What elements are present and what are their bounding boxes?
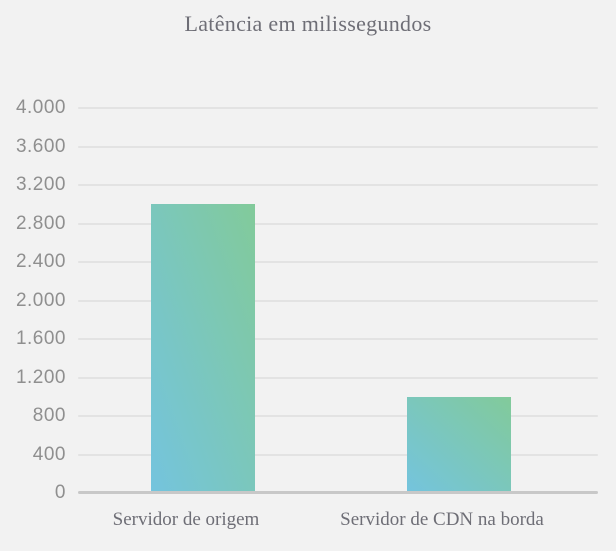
y-axis-tick-label: 2.400	[15, 251, 66, 272]
gridline	[78, 376, 598, 379]
x-axis-line	[78, 491, 598, 494]
y-axis-tick-label: 400	[32, 443, 66, 465]
bar-servidor-de-origem[interactable]	[151, 204, 255, 493]
y-axis-labels: 0 400 800 1.200 1.600 2.000 2.400 2.800 3.200 3.6…	[0, 97, 66, 503]
gridline	[78, 338, 598, 340]
y-axis-tick-label: 1.600	[15, 328, 66, 349]
gridline	[78, 107, 598, 109]
x-axis-category-label: Servidor de CDN na borda	[340, 509, 544, 530]
y-axis-tick-label: 3.200	[15, 174, 66, 195]
bar-servidor-de-cdn-na-borda[interactable]	[407, 396, 511, 493]
y-axis-tick-label: 0	[54, 482, 66, 503]
gridline	[78, 145, 598, 148]
x-axis-labels: Servidor de origem Servidor de CDN na bor…	[78, 505, 598, 537]
gridline	[78, 299, 598, 302]
y-axis-tick-label: 2.000	[15, 289, 66, 311]
y-axis-tick-label: 2.800	[15, 212, 66, 234]
y-axis-tick-label: 1.200	[15, 366, 66, 388]
gridline	[78, 453, 598, 456]
plot-area	[78, 107, 598, 494]
chart-title: Latência em milissegundos	[184, 11, 432, 36]
y-axis-tick-label: 800	[32, 405, 66, 426]
gridline	[78, 184, 598, 186]
gridline	[78, 415, 598, 417]
y-axis-tick-label: 3.600	[15, 135, 66, 157]
gridline	[78, 222, 598, 225]
x-axis-category-label: Servidor de origem	[112, 509, 260, 530]
y-axis-tick-label: 4.000	[15, 97, 66, 118]
gridline	[78, 261, 598, 263]
